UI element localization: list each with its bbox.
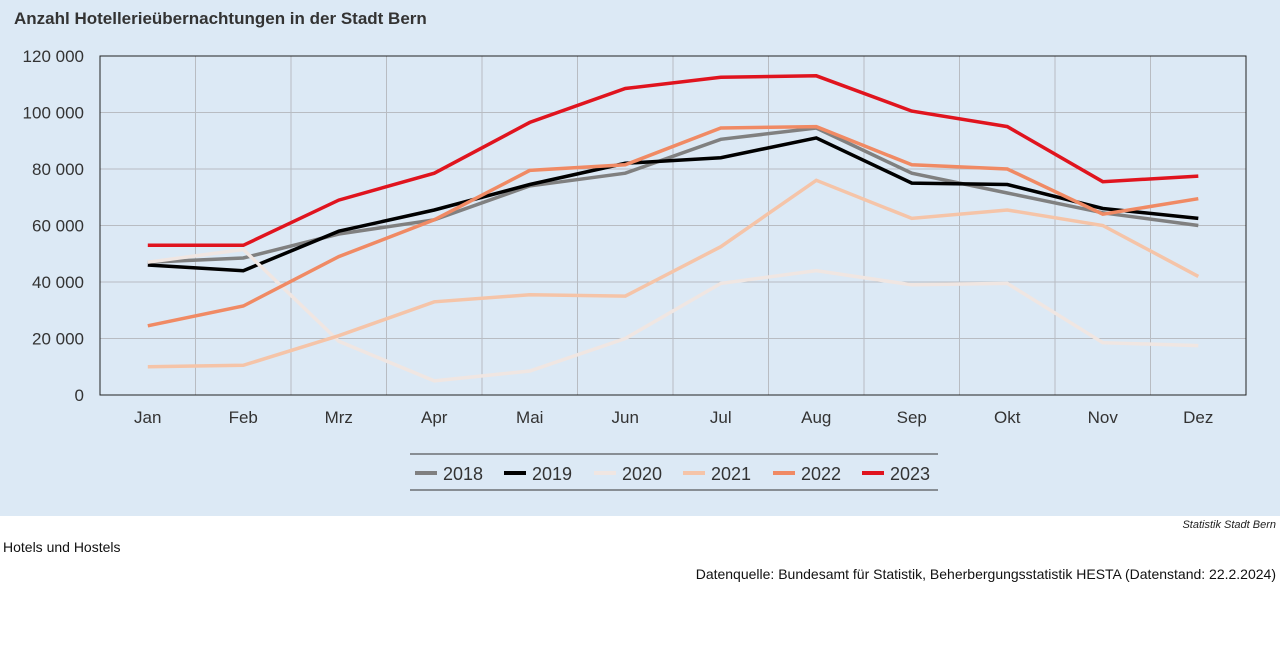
x-tick-label: Jul	[710, 408, 732, 427]
legend-label: 2018	[443, 464, 483, 484]
series-line-2022	[147, 124, 1199, 328]
x-tick-label: Mai	[516, 408, 543, 427]
y-tick-label: 100 000	[23, 104, 84, 123]
x-tick-label: Dez	[1183, 408, 1213, 427]
series-line-2019	[147, 136, 1199, 273]
x-tick-label: Apr	[421, 408, 448, 427]
y-tick-label: 20 000	[32, 330, 84, 349]
source-text: Datenquelle: Bundesamt für Statistik, Be…	[695, 566, 1276, 582]
legend-label: 2019	[532, 464, 572, 484]
x-tick-label: Okt	[994, 408, 1021, 427]
series-line-2021	[147, 178, 1200, 369]
x-tick-label: Sep	[897, 408, 927, 427]
legend-label: 2020	[622, 464, 662, 484]
plot-frame	[99, 55, 1247, 396]
note-text: Hotels und Hostels	[3, 539, 121, 555]
chart-panel: Anzahl Hotellerieübernachtungen in der S…	[0, 0, 1280, 516]
line-chart: 0 20 000 40 000 60 000 80 000 100 000 120 000 J…	[23, 47, 1247, 491]
x-tick-label: Jun	[612, 408, 639, 427]
legend-label: 2021	[711, 464, 751, 484]
chart-title: Anzahl Hotellerieübernachtungen in der S…	[14, 9, 427, 28]
series-line-2023	[147, 74, 1199, 248]
x-tick-label: Feb	[229, 408, 258, 427]
y-tick-label: 40 000	[32, 273, 84, 292]
y-tick-label: 0	[75, 386, 84, 405]
x-tick-label: Jan	[134, 408, 161, 427]
credit-text: Statistik Stadt Bern	[1182, 519, 1276, 531]
y-tick-label: 60 000	[32, 217, 84, 236]
x-tick-label: Mrz	[325, 408, 353, 427]
x-tick-label: Nov	[1088, 408, 1119, 427]
y-tick-label: 80 000	[32, 160, 84, 179]
legend-label: 2022	[801, 464, 841, 484]
y-tick-label: 120 000	[23, 47, 84, 66]
series-line-2020	[147, 247, 1199, 383]
x-tick-label: Aug	[801, 408, 831, 427]
legend-label: 2023	[890, 464, 930, 484]
